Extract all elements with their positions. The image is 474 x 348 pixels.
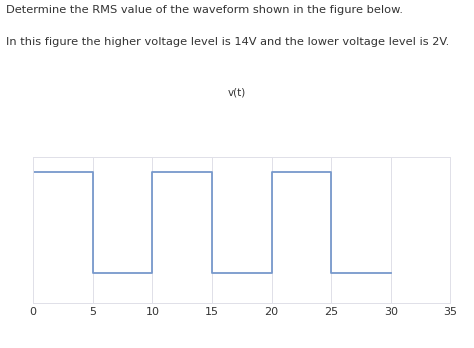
Text: v(t): v(t) [228, 87, 246, 97]
Text: In this figure the higher voltage level is 14V and the lower voltage level is 2V: In this figure the higher voltage level … [6, 37, 449, 47]
Text: Determine the RMS value of the waveform shown in the figure below.: Determine the RMS value of the waveform … [6, 5, 403, 15]
